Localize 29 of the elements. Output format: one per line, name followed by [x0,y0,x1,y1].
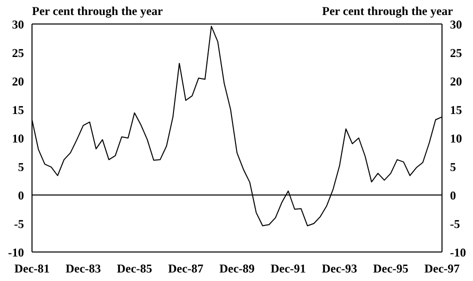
y2-tick-label: -10 [450,245,466,260]
y2-tick-label: 20 [450,74,462,88]
y2-tick-label: 5 [450,160,456,174]
x-tick-label: Dec-91 [270,262,306,276]
x-tick-label: Dec-97 [424,262,460,276]
y-tick-label: 5 [18,160,24,174]
y2-axis-title: Per cent through the year [322,4,453,19]
x-tick-label: Dec-81 [14,262,50,276]
y-tick-label: 30 [12,17,24,32]
x-tick-label: Dec-83 [66,262,101,276]
y-tick-label: 20 [12,74,24,88]
x-tick-label: Dec-95 [373,262,408,276]
x-tick-label: Dec-85 [116,262,152,276]
y-tick-label: 0 [18,188,24,202]
y-tick-label: 25 [12,46,24,60]
y-tick-label: 10 [12,131,24,146]
y2-tick-label: 30 [450,17,462,32]
y2-tick-label: 10 [450,131,462,146]
y-tick-label: 15 [12,102,24,117]
y2-tick-label: 0 [450,188,456,202]
x-tick-label: Dec-89 [219,262,255,276]
y-tick-label: -5 [14,216,24,231]
x-tick-label: Dec-87 [168,262,204,276]
y2-tick-label: 25 [450,46,462,60]
y2-tick-label: 15 [450,102,462,117]
y-tick-label: -10 [8,245,24,260]
x-tick-label: Dec-93 [322,262,358,276]
y2-tick-label: -5 [450,216,460,231]
y-axis-title: Per cent through the year [32,4,163,19]
